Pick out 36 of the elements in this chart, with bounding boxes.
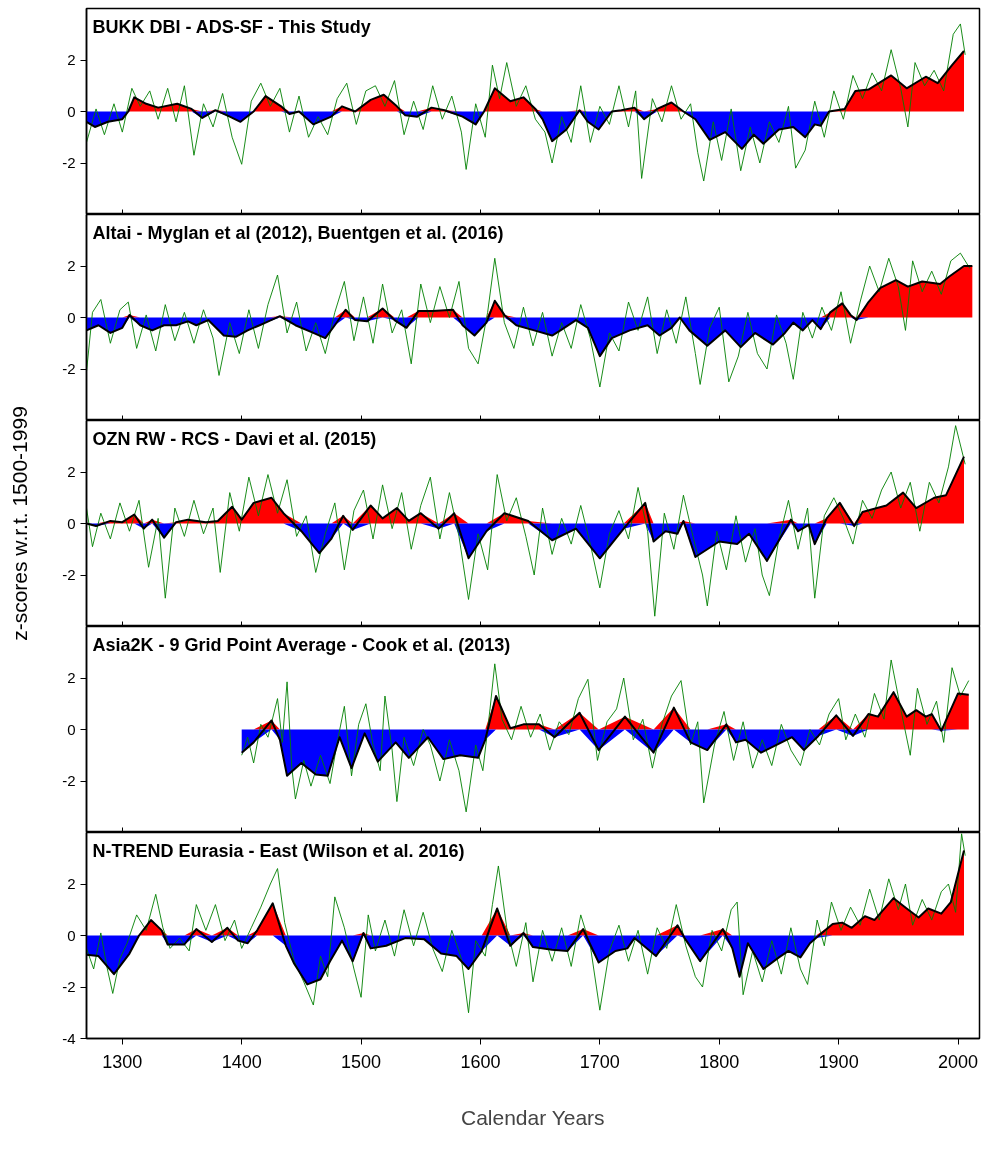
x-tick-label: 1800 — [699, 1051, 740, 1072]
x-tick-label: 1900 — [818, 1051, 859, 1072]
y-tick-label: -2 — [62, 772, 76, 789]
chart-title: Altai - Myglan et al (2012), Buentgen et al. (2016) — [92, 222, 504, 243]
y-tick-label: 0 — [67, 308, 76, 326]
x-tick-label: 1500 — [341, 1051, 382, 1072]
chart-title: OZN RW - RCS - Davi et al. (2015) — [92, 428, 377, 449]
x-tick-label: 1700 — [579, 1051, 620, 1072]
line-series — [241, 659, 970, 813]
x-axis-title: Calendar Years — [461, 1105, 605, 1129]
y-tick-label: 0 — [67, 926, 76, 944]
line-series — [86, 425, 966, 617]
line-series — [86, 833, 966, 1014]
y-tick-label: 0 — [67, 102, 76, 120]
x-tick-label: 1400 — [221, 1051, 262, 1072]
y-tick-label: -2 — [62, 154, 76, 171]
chart-title: N-TREND Eurasia - East (Wilson et al. 2016) — [92, 840, 465, 861]
y-tick-label: 0 — [67, 720, 76, 738]
y-tick-label: 2 — [67, 875, 76, 892]
chart-title: Asia2K - 9 Grid Point Average - Cook et al. (2013) — [92, 634, 511, 655]
y-axis-title: z-scores w.r.t. 1500-1999 — [7, 406, 31, 641]
x-tick-label: 1300 — [102, 1051, 143, 1072]
y-tick-label: -4 — [62, 1029, 76, 1047]
y-tick-label: 2 — [67, 463, 76, 480]
y-tick-label: -2 — [62, 360, 76, 377]
x-tick-label: 2000 — [937, 1051, 979, 1072]
y-tick-label: 0 — [67, 514, 76, 532]
y-tick-label: 2 — [67, 669, 76, 686]
y-tick-label: 2 — [67, 51, 76, 68]
chart-title: BUKK DBI - ADS-SF - This Study — [92, 16, 371, 37]
y-tick-label: -2 — [62, 566, 76, 583]
line-series — [240, 691, 970, 777]
line-series — [86, 252, 971, 388]
x-tick-label: 1600 — [460, 1051, 501, 1072]
y-tick-label: 2 — [67, 257, 76, 274]
y-tick-label: -2 — [62, 978, 76, 995]
